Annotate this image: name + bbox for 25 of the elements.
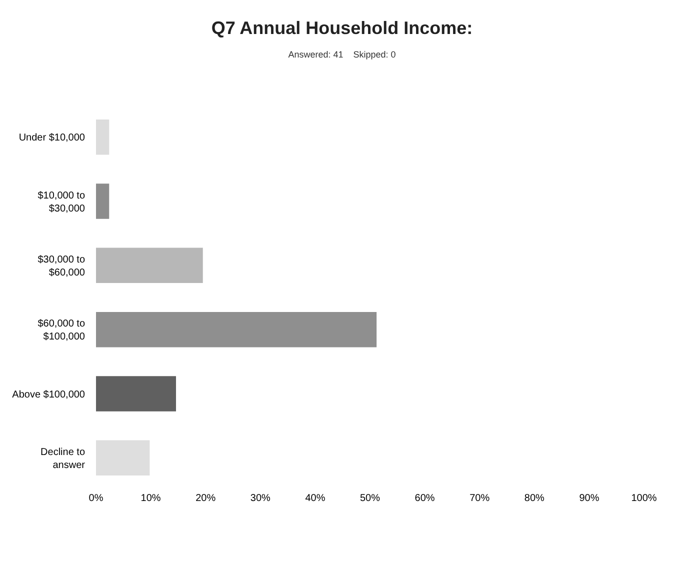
bar: [96, 376, 176, 412]
y-tick-label: Above $100,000: [12, 389, 86, 400]
y-tick-label: Decline to answer: [40, 446, 86, 471]
x-tick-label: 0%: [88, 493, 104, 504]
x-tick-label: 80%: [524, 493, 545, 504]
x-tick-label: 30%: [250, 493, 271, 504]
y-tick-label: Under $10,000: [18, 132, 86, 144]
chart-subtitle: Answered: 41 Skipped: 0: [288, 49, 396, 60]
y-tick-label: $30,000 to $60,000: [38, 254, 86, 278]
x-tick-label: 60%: [414, 493, 435, 504]
x-tick-label: 90%: [579, 493, 600, 504]
bar: [96, 248, 203, 284]
y-tick-label: $60,000 to $100,000: [38, 318, 86, 343]
bar: [96, 119, 110, 155]
bar: [96, 312, 377, 348]
bar: [96, 184, 110, 219]
x-tick-label: 50%: [360, 493, 380, 504]
y-tick-label: $10,000 to $30,000: [38, 190, 86, 214]
chart-title: Q7 Annual Household Income:: [211, 18, 473, 38]
x-tick-label: 100%: [631, 493, 657, 504]
x-tick-label: 70%: [470, 493, 490, 504]
x-tick-label: 10%: [140, 493, 161, 504]
x-tick-label: 20%: [196, 493, 216, 504]
bar: [96, 440, 150, 476]
x-tick-label: 40%: [305, 493, 326, 504]
